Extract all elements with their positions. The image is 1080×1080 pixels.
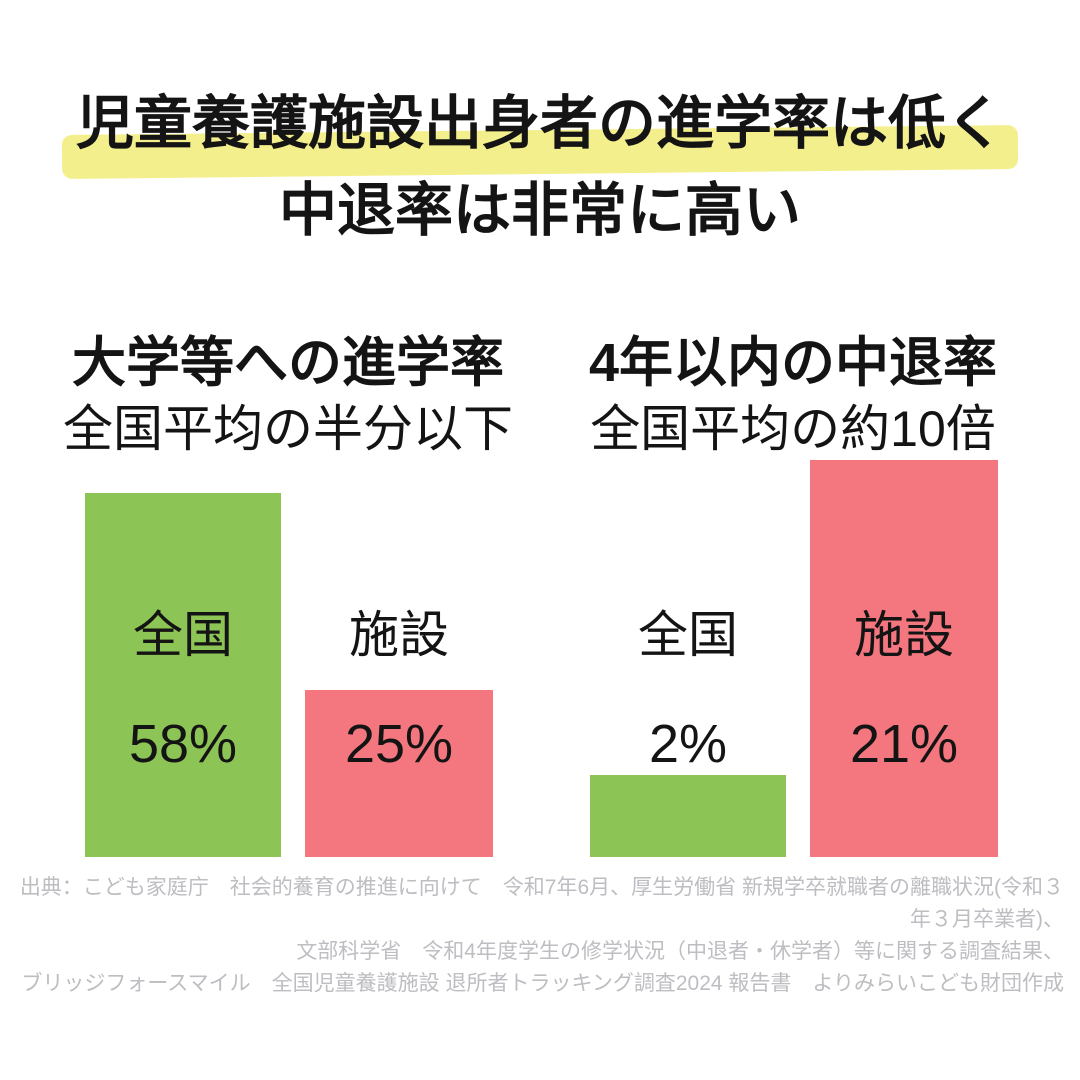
chart-dropout-plot-area: 全国 施設 2% 21% xyxy=(543,457,1043,857)
bar-value-label-facility: 25% xyxy=(344,714,454,774)
bar-value-label-national: 2% xyxy=(648,714,728,774)
title-line-2: 中退率は非常に高い xyxy=(278,177,801,243)
title-line-1-wrap: 児童養護施設出身者の進学率は低く xyxy=(61,88,1019,180)
chart-dropout-subtitle: 全国平均の約10倍 xyxy=(590,401,996,458)
source-line-2: 文部科学省 令和4年度学生の修学状況（中退者・休学者）等に関する調査結果、 xyxy=(296,940,1064,964)
bar-value-label-facility: 21% xyxy=(849,714,959,774)
bar-category-label-facility: 施設 xyxy=(854,607,954,663)
chart-enrollment-title: 大学等への進学率 xyxy=(72,333,504,393)
chart-dropout-title: 4年以内の中退率 xyxy=(588,333,998,393)
bar-facility-enrollment xyxy=(305,690,493,857)
bar-national-enrollment xyxy=(85,493,281,857)
bar-facility-dropout xyxy=(810,460,998,857)
bar-value-label-national: 58% xyxy=(128,714,238,774)
chart-enrollment-rate: 大学等への進学率 全国平均の半分以下 全国 施設 58% 25% xyxy=(38,332,538,862)
source-line-3: ブリッジフォースマイル 全国児童養護施設 退所者トラッキング調査2024 報告書… xyxy=(21,972,1064,996)
chart-enrollment-subtitle: 全国平均の半分以下 xyxy=(63,401,513,458)
bar-category-label-facility: 施設 xyxy=(349,607,449,663)
page-title: 児童養護施設出身者の進学率は低く 中退率は非常に高い xyxy=(0,88,1080,247)
chart-enrollment-plot-area: 全国 施設 58% 25% xyxy=(38,457,538,857)
chart-dropout-rate: 4年以内の中退率 全国平均の約10倍 全国 施設 2% 21% xyxy=(543,332,1043,862)
source-attribution: 出典：こども家庭庁 社会的養育の推進に向けて 令和7年6月、厚生労働省 新規学卒… xyxy=(4,872,1064,1000)
source-line-1: 出典：こども家庭庁 社会的養育の推進に向けて 令和7年6月、厚生労働省 新規学卒… xyxy=(19,876,1064,932)
title-line-1: 児童養護施設出身者の進学率は低く xyxy=(75,91,1004,156)
bar-category-label-national: 全国 xyxy=(638,607,738,663)
bar-national-dropout xyxy=(590,775,786,857)
bar-category-label-national: 全国 xyxy=(133,607,233,663)
